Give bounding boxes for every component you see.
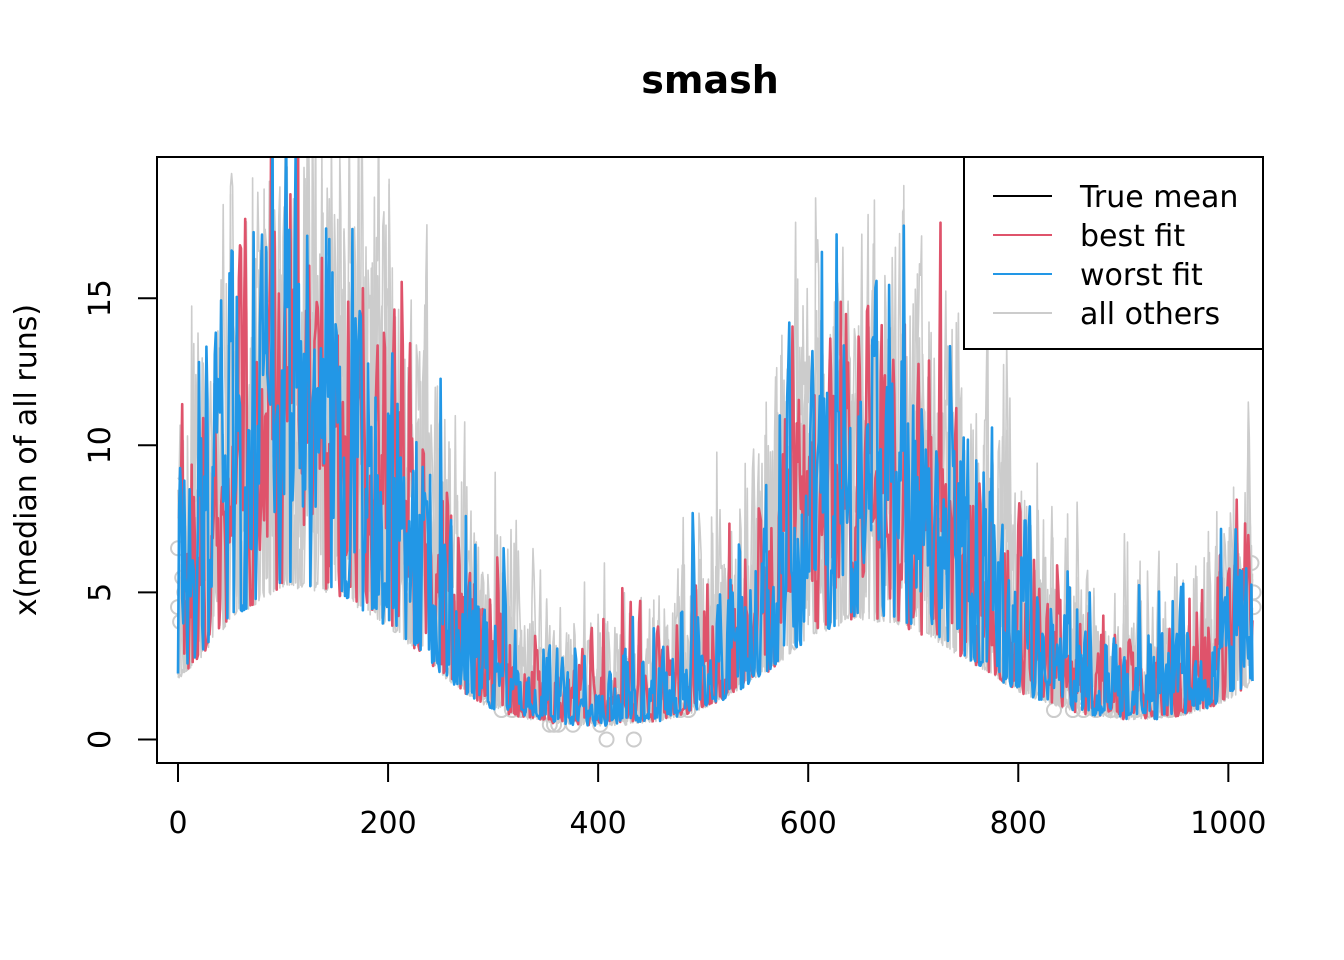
x-tick-label: 200 bbox=[359, 806, 416, 841]
y-tick-label: 0 bbox=[83, 730, 118, 749]
plot-area bbox=[170, 157, 1262, 748]
legend-label: all others bbox=[1080, 297, 1220, 332]
observed-point bbox=[1045, 702, 1062, 719]
worst-fit-line bbox=[176, 157, 1254, 727]
y-tick-label: 10 bbox=[83, 426, 118, 464]
x-axis: 0 200 400 600 800 1000 bbox=[168, 762, 1267, 841]
worst-fit-series bbox=[176, 157, 1254, 727]
y-axis-label: x(median of all runs) bbox=[9, 304, 44, 616]
observed-point bbox=[598, 731, 615, 748]
legend: True mean best fit worst fit all others bbox=[963, 156, 1264, 350]
x-tick-label: 0 bbox=[168, 806, 187, 841]
chart-title: smash bbox=[641, 58, 779, 102]
x-tick-label: 1000 bbox=[1190, 806, 1266, 841]
legend-box bbox=[963, 156, 1264, 350]
y-tick-label: 15 bbox=[83, 279, 118, 317]
legend-label: best fit bbox=[1080, 219, 1185, 254]
y-axis: 0 5 10 15 bbox=[83, 279, 158, 749]
legend-label: worst fit bbox=[1080, 258, 1203, 293]
observed-point bbox=[625, 731, 642, 748]
x-tick-label: 600 bbox=[780, 806, 837, 841]
x-tick-label: 400 bbox=[570, 806, 627, 841]
y-tick-label: 5 bbox=[83, 583, 118, 602]
x-tick-label: 800 bbox=[990, 806, 1047, 841]
legend-label: True mean bbox=[1079, 180, 1238, 215]
